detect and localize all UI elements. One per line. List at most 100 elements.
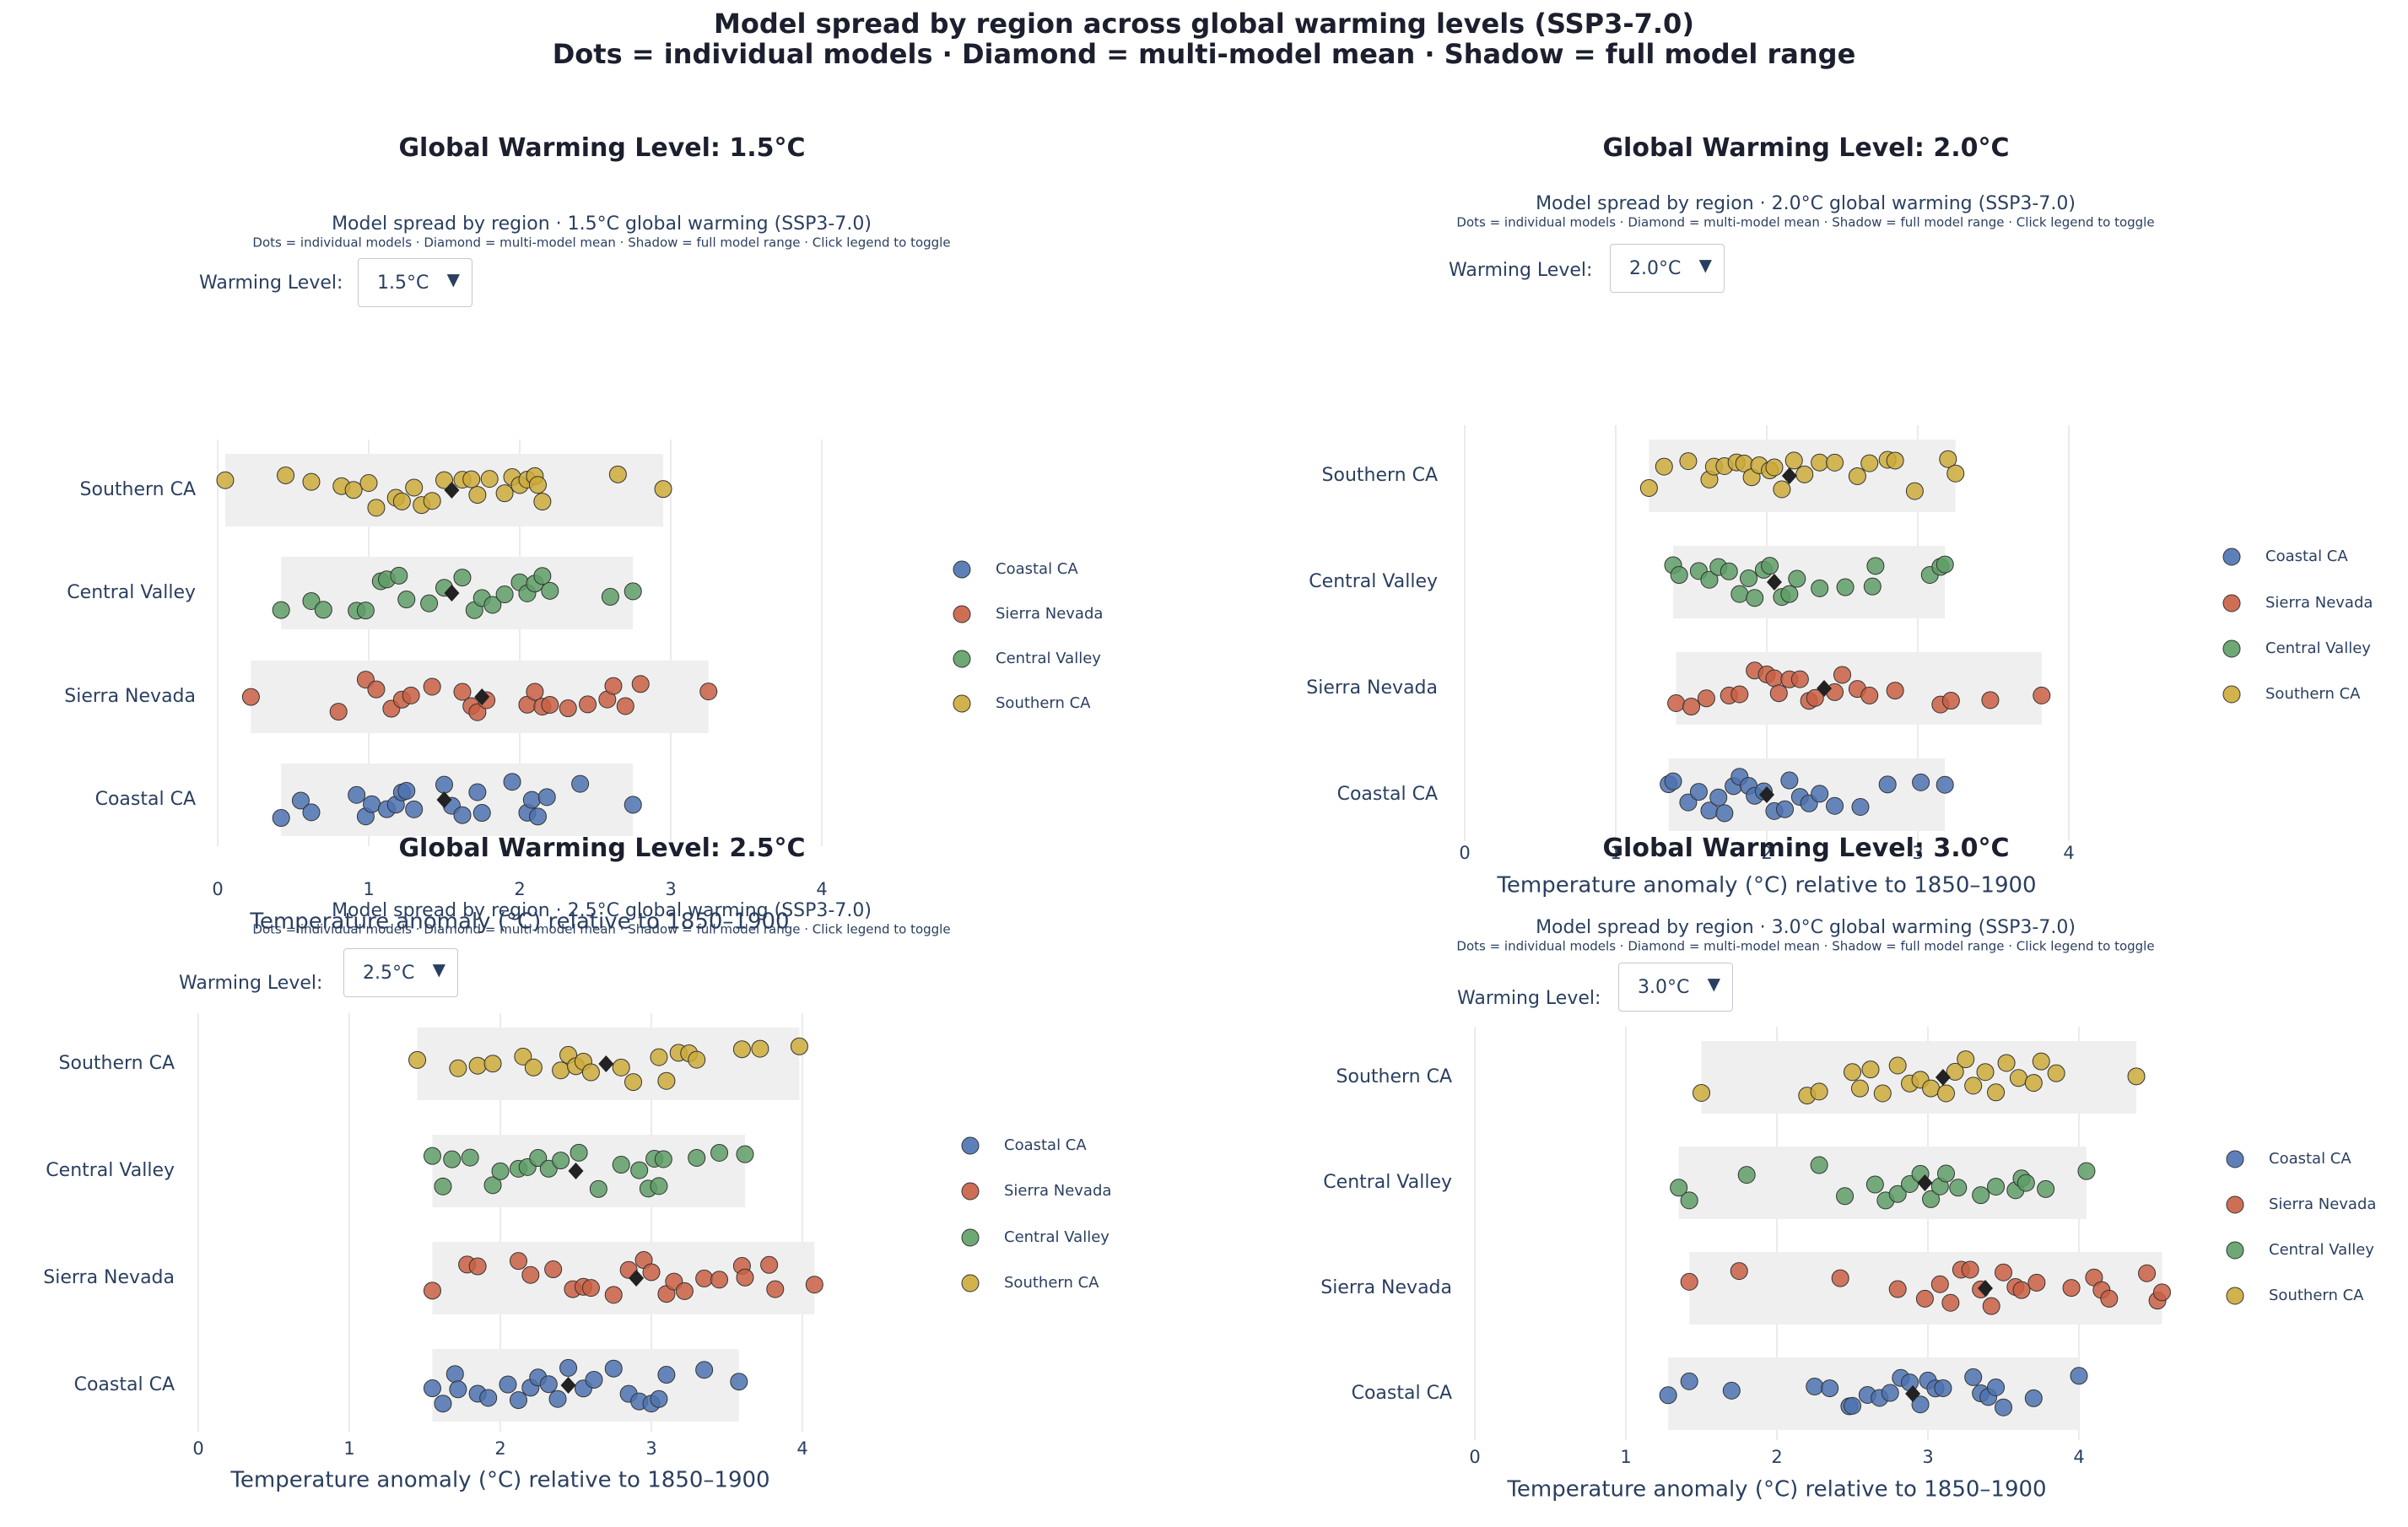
model-dot xyxy=(589,1179,607,1198)
model-dot xyxy=(1987,1379,2006,1397)
model-dot xyxy=(790,1037,808,1055)
model-dot xyxy=(1936,775,1954,794)
model-dot xyxy=(1784,451,1803,470)
legend-marker[interactable] xyxy=(953,560,971,579)
chart-note: Dots = individual models · Diamond = mul… xyxy=(252,922,950,937)
x-tick-label: 1 xyxy=(363,879,374,899)
x-tick-label: 1 xyxy=(1620,1447,1631,1467)
model-dot xyxy=(1957,1050,1975,1069)
model-dot xyxy=(1680,1272,1698,1291)
legend-marker[interactable] xyxy=(2226,1241,2244,1260)
legend-marker[interactable] xyxy=(953,605,971,623)
model-dot xyxy=(654,480,672,499)
model-dot xyxy=(272,809,290,828)
model-dot xyxy=(601,587,619,606)
category-label: Coastal CA xyxy=(74,1374,175,1395)
model-dot xyxy=(1680,1191,1698,1210)
legend-marker[interactable] xyxy=(961,1228,980,1247)
x-tick-label: 2 xyxy=(1761,843,1772,863)
model-dot xyxy=(495,484,514,503)
model-dot xyxy=(2027,1273,2046,1292)
model-dot xyxy=(1730,585,1749,603)
legend-marker[interactable] xyxy=(2226,1287,2244,1305)
model-dot xyxy=(367,680,386,699)
model-dot xyxy=(503,773,521,791)
caret-down-icon: ▼ xyxy=(432,959,445,979)
model-dot xyxy=(397,591,416,609)
model-dot xyxy=(529,1149,548,1168)
legend-marker[interactable] xyxy=(2226,1150,2244,1168)
model-dot xyxy=(434,1395,452,1413)
x-tick-label: 4 xyxy=(796,1438,807,1459)
model-dot xyxy=(483,1055,502,1073)
model-dot xyxy=(579,695,597,714)
legend-marker[interactable] xyxy=(2222,639,2241,658)
legend-marker[interactable] xyxy=(2222,594,2241,612)
warming-level-dropdown[interactable]: 3.0°C ▼ xyxy=(1618,963,1733,1012)
model-dot xyxy=(522,790,541,809)
legend-marker[interactable] xyxy=(2222,685,2241,704)
model-dot xyxy=(302,472,321,491)
dropdown-value: 1.5°C xyxy=(377,272,429,294)
model-dot xyxy=(650,1177,668,1195)
legend-marker[interactable] xyxy=(961,1182,980,1201)
x-axis-title: Temperature anomaly (°C) relative to 185… xyxy=(229,1468,769,1493)
model-dot xyxy=(1997,1054,2016,1072)
legend-label: Coastal CA xyxy=(2265,548,2348,565)
model-dot xyxy=(405,478,424,497)
model-dot xyxy=(509,1391,527,1410)
model-dot xyxy=(423,677,441,696)
x-tick-label: 4 xyxy=(2063,843,2074,863)
category-label: Sierra Nevada xyxy=(43,1267,175,1288)
model-dot xyxy=(483,596,502,614)
model-dot xyxy=(272,601,290,619)
model-dot xyxy=(805,1276,823,1294)
legend-marker[interactable] xyxy=(961,1274,980,1292)
model-dot xyxy=(1878,775,1897,794)
chart-subtitle: Model spread by region · 2.5°C global wa… xyxy=(332,900,872,921)
model-dot xyxy=(1873,1084,1892,1103)
model-dot xyxy=(1821,1379,1839,1398)
model-dot xyxy=(2077,1162,2096,1180)
model-dot xyxy=(1976,1063,1995,1082)
range-shadow xyxy=(1689,1252,2162,1325)
mean-diamond xyxy=(1781,467,1797,484)
model-dot xyxy=(1850,1079,1869,1098)
warming-level-dropdown[interactable]: 1.5°C ▼ xyxy=(358,258,472,307)
model-dot xyxy=(367,499,386,517)
model-dot xyxy=(537,788,556,807)
model-dot xyxy=(1811,453,1829,472)
model-dot xyxy=(499,1375,517,1394)
legend-marker[interactable] xyxy=(953,650,971,668)
legend-marker[interactable] xyxy=(961,1136,980,1155)
model-dot xyxy=(654,1150,672,1168)
model-dot xyxy=(392,492,411,510)
model-dot xyxy=(1844,1396,1861,1415)
mean-diamond xyxy=(598,1055,614,1072)
model-dot xyxy=(528,476,547,494)
chart-svg: Model spread by region · 2.5°C global wa… xyxy=(43,900,1111,1493)
mean-diamond xyxy=(474,688,490,705)
warming-level-dropdown[interactable]: 2.0°C ▼ xyxy=(1610,244,1725,293)
model-dot xyxy=(434,1177,452,1195)
mean-diamond xyxy=(568,1163,584,1179)
model-dot xyxy=(541,695,559,714)
panel-title: Global Warming Level: 2.0°C xyxy=(1602,133,2010,163)
mean-diamond xyxy=(1759,786,1774,803)
model-dot xyxy=(397,781,416,800)
legend-label: Coastal CA xyxy=(996,560,1078,578)
legend-marker[interactable] xyxy=(2226,1195,2244,1214)
model-dot xyxy=(650,1389,668,1408)
x-tick-label: 1 xyxy=(1610,843,1621,863)
model-dot xyxy=(1995,1398,2012,1416)
model-dot xyxy=(291,791,310,810)
model-dot xyxy=(1780,771,1799,790)
model-dot xyxy=(1667,693,1686,712)
warming-level-dropdown[interactable]: 2.5°C ▼ xyxy=(343,948,458,997)
category-label: Central Valley xyxy=(67,582,196,603)
model-dot xyxy=(1865,1175,1884,1194)
model-dot xyxy=(483,1176,502,1195)
model-dot xyxy=(453,569,472,587)
legend-marker[interactable] xyxy=(953,694,971,713)
legend-marker[interactable] xyxy=(2222,548,2241,566)
